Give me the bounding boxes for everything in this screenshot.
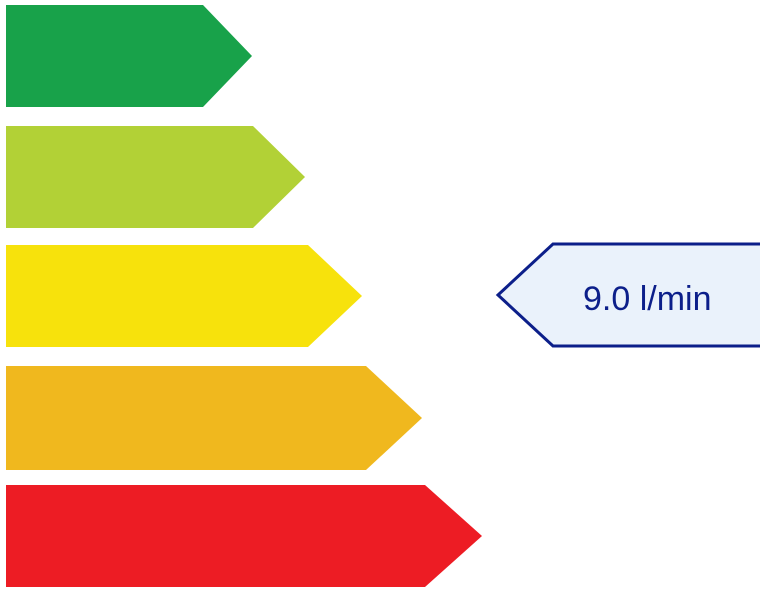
rating-bar-2 [6, 126, 305, 228]
rating-bar-3 [6, 245, 362, 347]
indicator-arrow-shape [495, 242, 760, 348]
indicator-value-text: 9.0 l/min [583, 280, 712, 318]
rating-bar-4 [6, 366, 422, 470]
rating-bar-5 [6, 485, 482, 587]
rating-bar-1 [6, 5, 252, 107]
value-indicator-arrow: 9.0 l/min [495, 242, 760, 348]
rating-bars [6, 5, 482, 587]
